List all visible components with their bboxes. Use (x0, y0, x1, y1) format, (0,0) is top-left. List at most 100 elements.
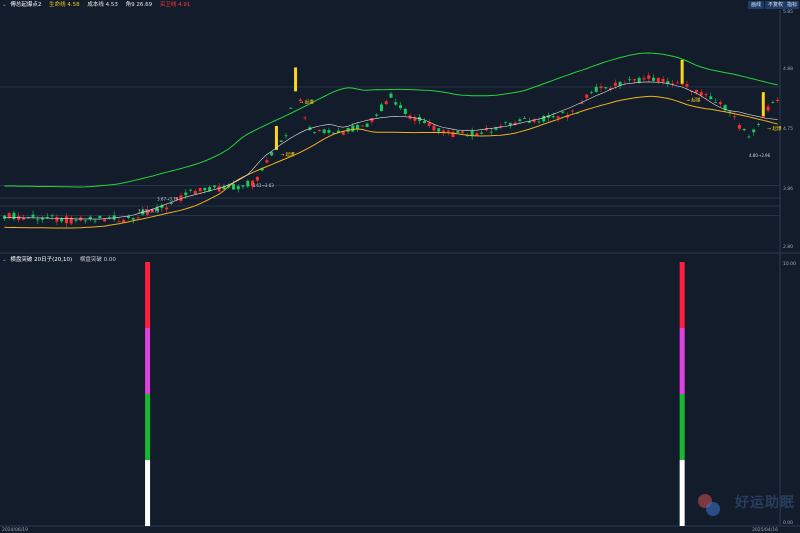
candle-body (231, 183, 235, 190)
candle-body (413, 117, 417, 121)
candle-body (499, 126, 503, 128)
candle-body (289, 107, 293, 109)
candle-body (637, 77, 641, 83)
candle-body (699, 92, 703, 96)
price-axis-label: 4.75 (783, 126, 793, 132)
watermark-logo-icon-2 (706, 502, 720, 516)
candle-body (694, 89, 698, 93)
candle-body (661, 78, 665, 82)
candle-body (494, 127, 498, 130)
candle-body (714, 102, 718, 103)
candle-body (733, 116, 737, 118)
indicator-button[interactable]: 指标 (785, 1, 800, 9)
breakout-readout: 横盘突破 0.00 (79, 257, 116, 263)
candle-body (98, 215, 102, 219)
candle-body (17, 216, 21, 220)
candle-body (642, 78, 646, 80)
candle-body (117, 221, 121, 223)
candle-body (671, 83, 675, 85)
candle-body (422, 121, 426, 124)
indicator-title: 傅总起爆点2 (10, 2, 42, 8)
candle-body (284, 135, 288, 137)
candle-body (632, 79, 636, 81)
chevron-down-icon[interactable]: ⌄ (2, 257, 7, 263)
candle-body (690, 91, 694, 92)
candle-body (656, 77, 660, 82)
candle-body (547, 115, 551, 118)
candle-body (399, 105, 403, 109)
candle-body (155, 206, 159, 211)
indicator-header: ⌄ 横盘突破 20日子(20,10) 横盘突破 0.00 (0, 255, 800, 265)
candle-body (336, 130, 340, 133)
candle-body (107, 217, 111, 219)
candle-body (470, 131, 474, 137)
signal-label: → 起爆 (300, 98, 315, 105)
candle-body (241, 185, 245, 187)
candle-body (313, 132, 317, 134)
candle-body (403, 108, 407, 114)
no-adjust-button[interactable]: 不复权 (765, 1, 787, 9)
candle-body (523, 117, 527, 119)
candle-body (31, 214, 35, 217)
candle-body (88, 216, 92, 220)
candle-body (609, 88, 613, 90)
candle-body (771, 102, 775, 104)
candle-body (160, 205, 164, 208)
candle-body (379, 104, 383, 112)
candle-body (251, 180, 255, 187)
candle-body (2, 215, 6, 219)
candle-body (752, 129, 756, 133)
candle-body (198, 188, 202, 192)
candle-body (652, 77, 656, 81)
candle-body (36, 219, 40, 221)
candle-body (704, 94, 708, 96)
life-line-readout: 生命线 4.58 (49, 2, 80, 8)
candle-body (618, 81, 622, 86)
date-label-start: 2024/06/19 (2, 527, 28, 533)
watermark: 好运助眠 (735, 495, 795, 511)
candle-body (303, 117, 307, 119)
candle-body (761, 115, 765, 118)
candle-body (217, 186, 221, 192)
lower-band-line (4, 95, 778, 229)
candle-body (666, 81, 670, 85)
candle-body (212, 185, 216, 188)
candle-body (41, 217, 45, 220)
candle-body (255, 176, 259, 181)
candle-body (776, 99, 780, 102)
indicator-bar-segment (679, 262, 685, 328)
draw-line-button[interactable]: 画线 (748, 1, 765, 9)
price-axis-label: 2.80 (783, 244, 793, 250)
candle-body (360, 125, 364, 127)
candle-body (580, 103, 584, 104)
candle-body (599, 86, 603, 89)
candle-body (55, 217, 59, 222)
candle-body (475, 133, 479, 136)
candle-body (680, 83, 684, 85)
candle-body (174, 198, 178, 199)
date-label-end: 2025/04/16 (752, 527, 778, 533)
candle-body (675, 82, 679, 84)
candle-body (532, 119, 536, 122)
candle-body (375, 114, 379, 116)
candle-body (442, 130, 446, 134)
chevron-down-icon[interactable]: ⌄ (2, 2, 7, 8)
candle-body (513, 122, 517, 126)
candle-body (728, 111, 732, 113)
upper-band-line (4, 52, 778, 188)
candle-body (260, 168, 264, 171)
candle-body (64, 216, 68, 224)
breakout-candle (761, 92, 765, 116)
candle-body (518, 119, 522, 122)
candle-body (236, 186, 240, 190)
candle-body (594, 86, 598, 92)
candle-body (566, 115, 570, 118)
candle-body (69, 217, 73, 224)
candle-body (93, 220, 97, 222)
candle-body (437, 128, 441, 132)
candle-body (327, 130, 331, 133)
candle-body (351, 125, 355, 132)
candle-body (179, 195, 183, 201)
candle-body (432, 125, 436, 131)
